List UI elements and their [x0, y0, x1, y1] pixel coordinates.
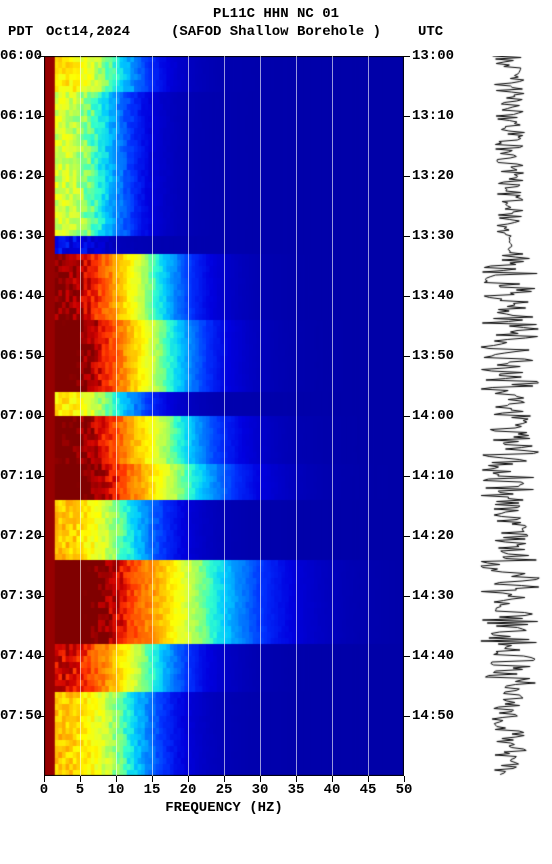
xtick: 30 [252, 782, 269, 798]
waveform-canvas [478, 56, 542, 776]
station-subtitle: (SAFOD Shallow Borehole ) [0, 24, 552, 40]
ytick-right: 14:20 [412, 528, 462, 544]
ytick-left: 07:00 [0, 408, 42, 424]
ytick-left: 06:50 [0, 348, 42, 364]
xtick: 15 [144, 782, 161, 798]
xtick: 20 [180, 782, 197, 798]
ytick-left: 06:10 [0, 108, 42, 124]
ytick-left: 06:20 [0, 168, 42, 184]
ytick-right: 13:50 [412, 348, 462, 364]
xtick: 35 [288, 782, 305, 798]
ytick-left: 06:00 [0, 48, 42, 64]
ytick-left: 07:30 [0, 588, 42, 604]
xtick: 25 [216, 782, 233, 798]
xtick: 5 [76, 782, 84, 798]
ytick-left: 07:40 [0, 648, 42, 664]
spectrogram-chart [44, 56, 404, 776]
xtick: 45 [360, 782, 377, 798]
ytick-right: 14:10 [412, 468, 462, 484]
ytick-left: 07:10 [0, 468, 42, 484]
x-axis-label: FREQUENCY (HZ) [44, 800, 404, 816]
ytick-right: 13:00 [412, 48, 462, 64]
ytick-right: 13:10 [412, 108, 462, 124]
ytick-left: 06:40 [0, 288, 42, 304]
station-title: PL11C HHN NC 01 [0, 6, 552, 22]
ytick-right: 13:30 [412, 228, 462, 244]
xtick: 40 [324, 782, 341, 798]
ytick-left: 07:50 [0, 708, 42, 724]
spectrogram-canvas [44, 56, 404, 776]
ytick-left: 06:30 [0, 228, 42, 244]
xtick: 10 [108, 782, 125, 798]
ytick-right: 14:00 [412, 408, 462, 424]
xtick: 50 [396, 782, 413, 798]
ytick-right: 14:50 [412, 708, 462, 724]
ytick-right: 14:30 [412, 588, 462, 604]
ytick-left: 07:20 [0, 528, 42, 544]
ytick-right: 14:40 [412, 648, 462, 664]
ytick-right: 13:40 [412, 288, 462, 304]
xtick: 0 [40, 782, 48, 798]
ytick-right: 13:20 [412, 168, 462, 184]
tz-right-label: UTC [418, 24, 443, 40]
